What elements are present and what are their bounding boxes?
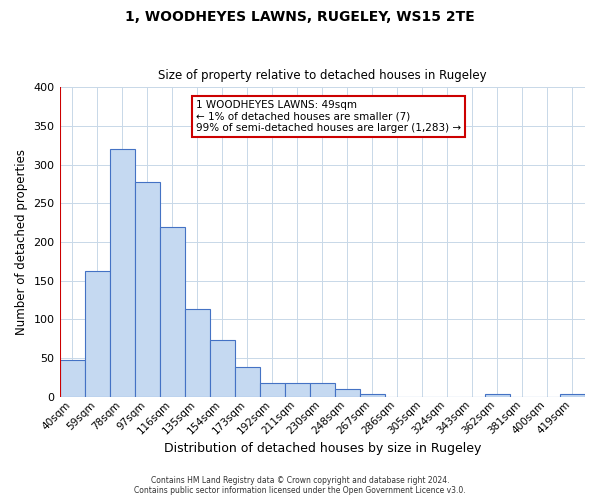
Bar [185,308,209,397]
Text: 1, WOODHEYES LAWNS, RUGELEY, WS15 2TE: 1, WOODHEYES LAWNS, RUGELEY, WS15 2TE [125,10,475,24]
Bar [85,270,110,397]
Bar [560,394,585,397]
Bar [260,383,285,397]
Bar [235,366,260,397]
Bar [285,383,310,397]
Bar [59,360,85,397]
Text: 1 WOODHEYES LAWNS: 49sqm
← 1% of detached houses are smaller (7)
99% of semi-det: 1 WOODHEYES LAWNS: 49sqm ← 1% of detache… [196,100,461,133]
Bar [110,149,134,397]
Bar [310,383,335,397]
Bar [485,394,510,397]
Text: Contains HM Land Registry data © Crown copyright and database right 2024.
Contai: Contains HM Land Registry data © Crown c… [134,476,466,495]
X-axis label: Distribution of detached houses by size in Rugeley: Distribution of detached houses by size … [164,442,481,455]
Bar [160,226,185,397]
Bar [360,394,385,397]
Title: Size of property relative to detached houses in Rugeley: Size of property relative to detached ho… [158,69,487,82]
Bar [209,340,235,397]
Bar [335,389,360,397]
Y-axis label: Number of detached properties: Number of detached properties [15,149,28,335]
Bar [134,182,160,397]
